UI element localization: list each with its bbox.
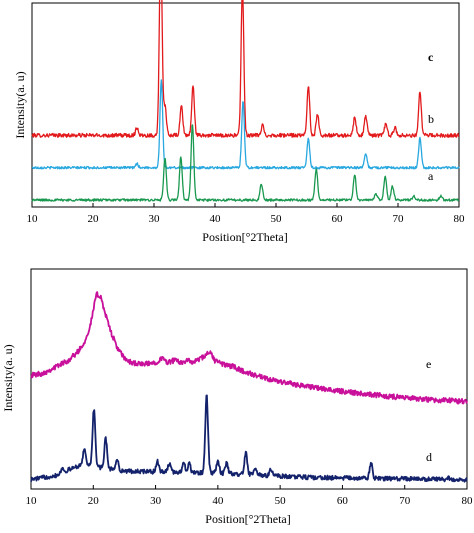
- x-tick-label: 20: [88, 495, 100, 507]
- x-tick-label: 10: [26, 495, 38, 507]
- x-tick-label: 50: [275, 495, 287, 507]
- curve-label-b: b: [428, 112, 434, 126]
- curve-label-e: e: [426, 357, 431, 371]
- x-tick-label: 40: [210, 213, 222, 225]
- x-tick-label: 80: [462, 495, 474, 507]
- curve-label-c: c: [428, 50, 434, 64]
- curve-label-a: a: [428, 169, 434, 183]
- series-line-b: [31, 79, 460, 170]
- bottom-x-axis-title: Position[°2Theta]: [205, 512, 290, 526]
- x-tick-label: 80: [454, 213, 466, 225]
- bottom-panel: 10 20 30 40 50 60 70 80 Intensity(a. u) Positio…: [1, 268, 474, 526]
- top-curves: [31, 0, 460, 202]
- top-panel: 10 20 30 40 50 60 70 80 Intensity(a. u) Positio…: [13, 0, 465, 244]
- x-tick-label: 30: [149, 213, 161, 225]
- x-tick-label: 60: [332, 213, 344, 225]
- x-tick-label: 70: [399, 495, 411, 507]
- bottom-curves: [30, 291, 468, 483]
- x-tick-label: 30: [150, 495, 162, 507]
- x-tick-label: 40: [212, 495, 224, 507]
- x-tick-label: 50: [271, 213, 283, 225]
- curve-label-d: d: [426, 450, 432, 464]
- top-x-axis-title: Position[°2Theta]: [202, 230, 287, 244]
- series-line-c: [31, 0, 460, 138]
- x-tick-label: 20: [88, 213, 100, 225]
- series-line-e: [30, 291, 468, 405]
- top-x-ticks: 10 20 30 40 50 60 70 80: [27, 203, 466, 225]
- series-line-d: [30, 394, 468, 483]
- bottom-y-axis-title: Intensity(a. u): [1, 344, 15, 411]
- x-tick-label: 10: [27, 213, 39, 225]
- x-tick-label: 70: [393, 213, 405, 225]
- bottom-plot-frame: [30, 268, 468, 490]
- top-y-axis-title: Intensity(a. u): [13, 71, 27, 138]
- top-plot-frame: [31, 2, 460, 208]
- bottom-x-ticks: 10 20 30 40 50 60 70 80: [26, 485, 474, 507]
- series-line-a: [31, 124, 460, 202]
- x-tick-label: 60: [337, 495, 349, 507]
